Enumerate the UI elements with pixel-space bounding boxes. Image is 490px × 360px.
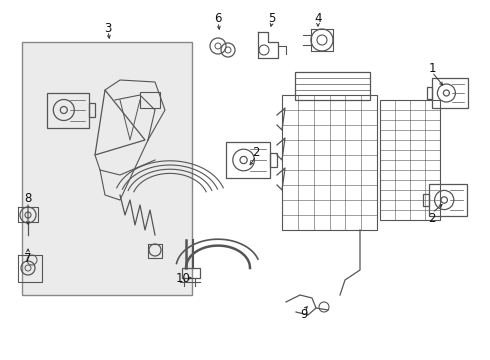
Text: 7: 7 [24, 252, 32, 265]
Bar [427, 87, 432, 99]
Bar [380, 100, 440, 220]
Text: 4: 4 [314, 12, 322, 24]
Bar [429, 184, 467, 216]
Text: 8: 8 [24, 192, 32, 204]
Text: 10: 10 [175, 271, 191, 284]
Text: 6: 6 [214, 12, 222, 24]
Bar [226, 142, 270, 178]
Bar [423, 194, 429, 206]
Bar [182, 268, 200, 278]
Text: 3: 3 [104, 22, 112, 35]
Text: 1: 1 [428, 62, 436, 75]
Bar [282, 95, 377, 230]
Bar [295, 72, 370, 100]
Text: 2: 2 [252, 145, 260, 158]
Bar [140, 92, 160, 108]
Bar [89, 103, 95, 117]
Bar [22, 42, 192, 295]
Bar [432, 78, 468, 108]
Text: 5: 5 [269, 12, 276, 24]
Bar [47, 93, 89, 127]
Text: 9: 9 [300, 307, 308, 320]
Bar [270, 153, 276, 167]
Text: 2: 2 [428, 211, 436, 225]
